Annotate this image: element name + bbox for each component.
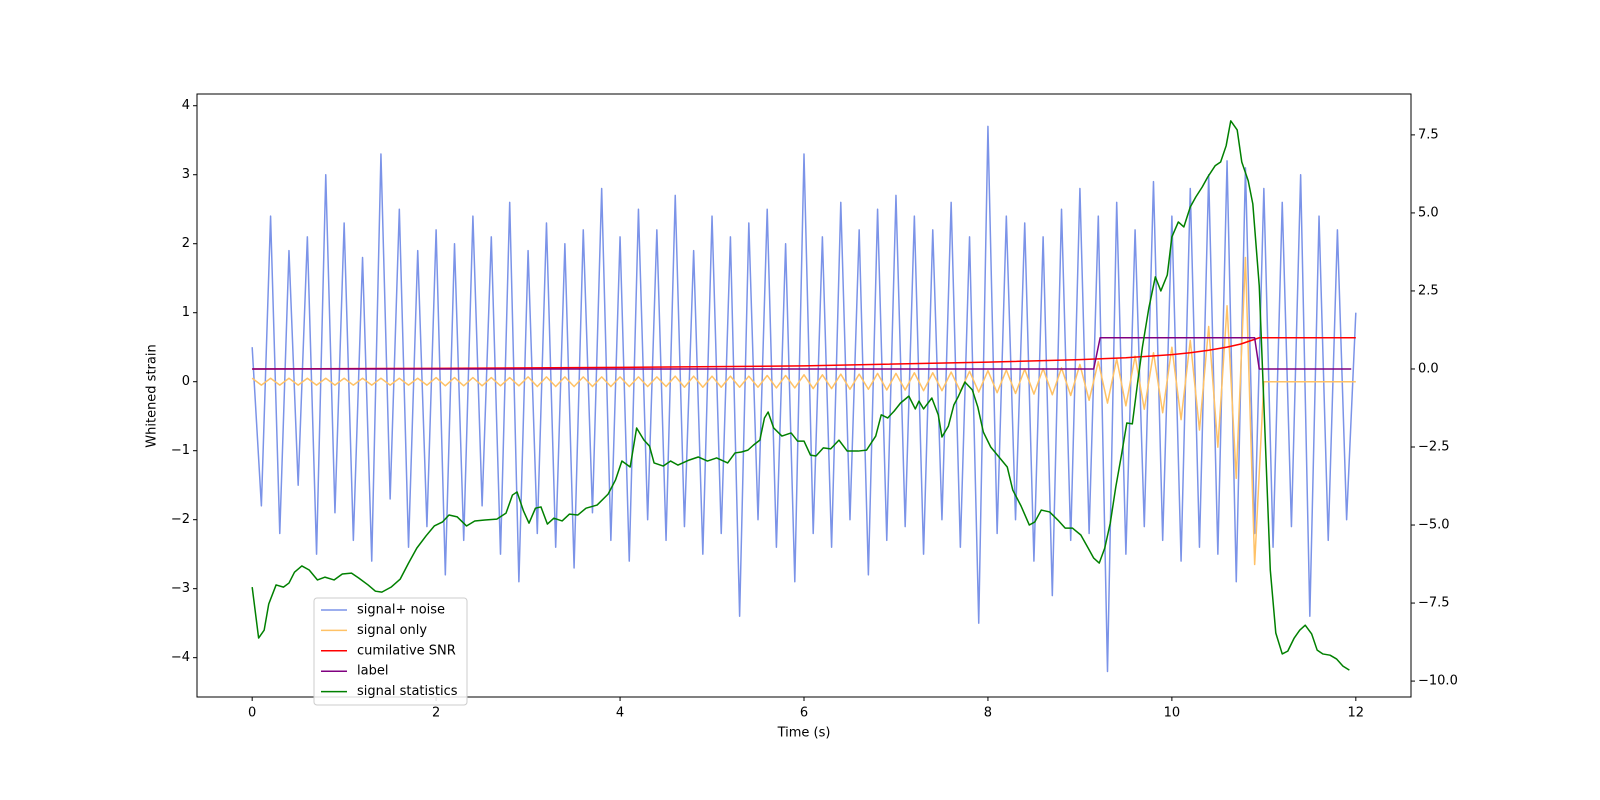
series-line (251, 120, 1350, 671)
legend-label: signal statistics (357, 684, 458, 699)
legend-label: signal only (357, 623, 427, 638)
y2-tick-label: 0.0 (1418, 361, 1439, 376)
y2-tick-label: 2.5 (1418, 283, 1439, 298)
y2-tick-label: −5.0 (1418, 518, 1450, 533)
x-axis-label: Time (s) (777, 726, 831, 741)
legend-box (313, 597, 468, 706)
legend-label: label (357, 664, 388, 679)
x-tick-label: 8 (984, 706, 992, 721)
y-tick-label: −3 (171, 581, 190, 596)
y2-tick-label: −7.5 (1418, 596, 1450, 611)
y-tick-label: −2 (171, 512, 190, 527)
y-axis-label: Whitened strain (145, 344, 160, 447)
y2-tick-label: 7.5 (1418, 127, 1439, 142)
legend-label: cumilative SNR (357, 643, 456, 658)
legend-label: signal+ noise (357, 603, 445, 618)
x-tick-label: 12 (1348, 706, 1365, 721)
y-tick-label: 4 (182, 98, 190, 113)
y2-tick-label: 5.0 (1418, 205, 1439, 220)
series-line (252, 337, 1356, 370)
series-line (252, 337, 1352, 370)
x-tick-label: 6 (800, 706, 808, 721)
plot-area (251, 120, 1357, 673)
y-tick-label: −1 (171, 443, 190, 458)
y-tick-label: 2 (182, 236, 190, 251)
x-tick-label: 0 (248, 706, 256, 721)
y-tick-label: −4 (171, 650, 190, 665)
series-line (251, 256, 1356, 566)
y-tick-label: 3 (182, 167, 190, 182)
x-tick-label: 10 (1164, 706, 1181, 721)
y2-tick-label: −2.5 (1418, 439, 1450, 454)
y2-tick-label: −10.0 (1418, 674, 1458, 689)
x-tick-label: 2 (432, 706, 440, 721)
y-tick-label: 1 (182, 305, 190, 320)
x-tick-label: 4 (616, 706, 624, 721)
series-line (251, 125, 1357, 673)
y-tick-label: 0 (182, 374, 190, 389)
